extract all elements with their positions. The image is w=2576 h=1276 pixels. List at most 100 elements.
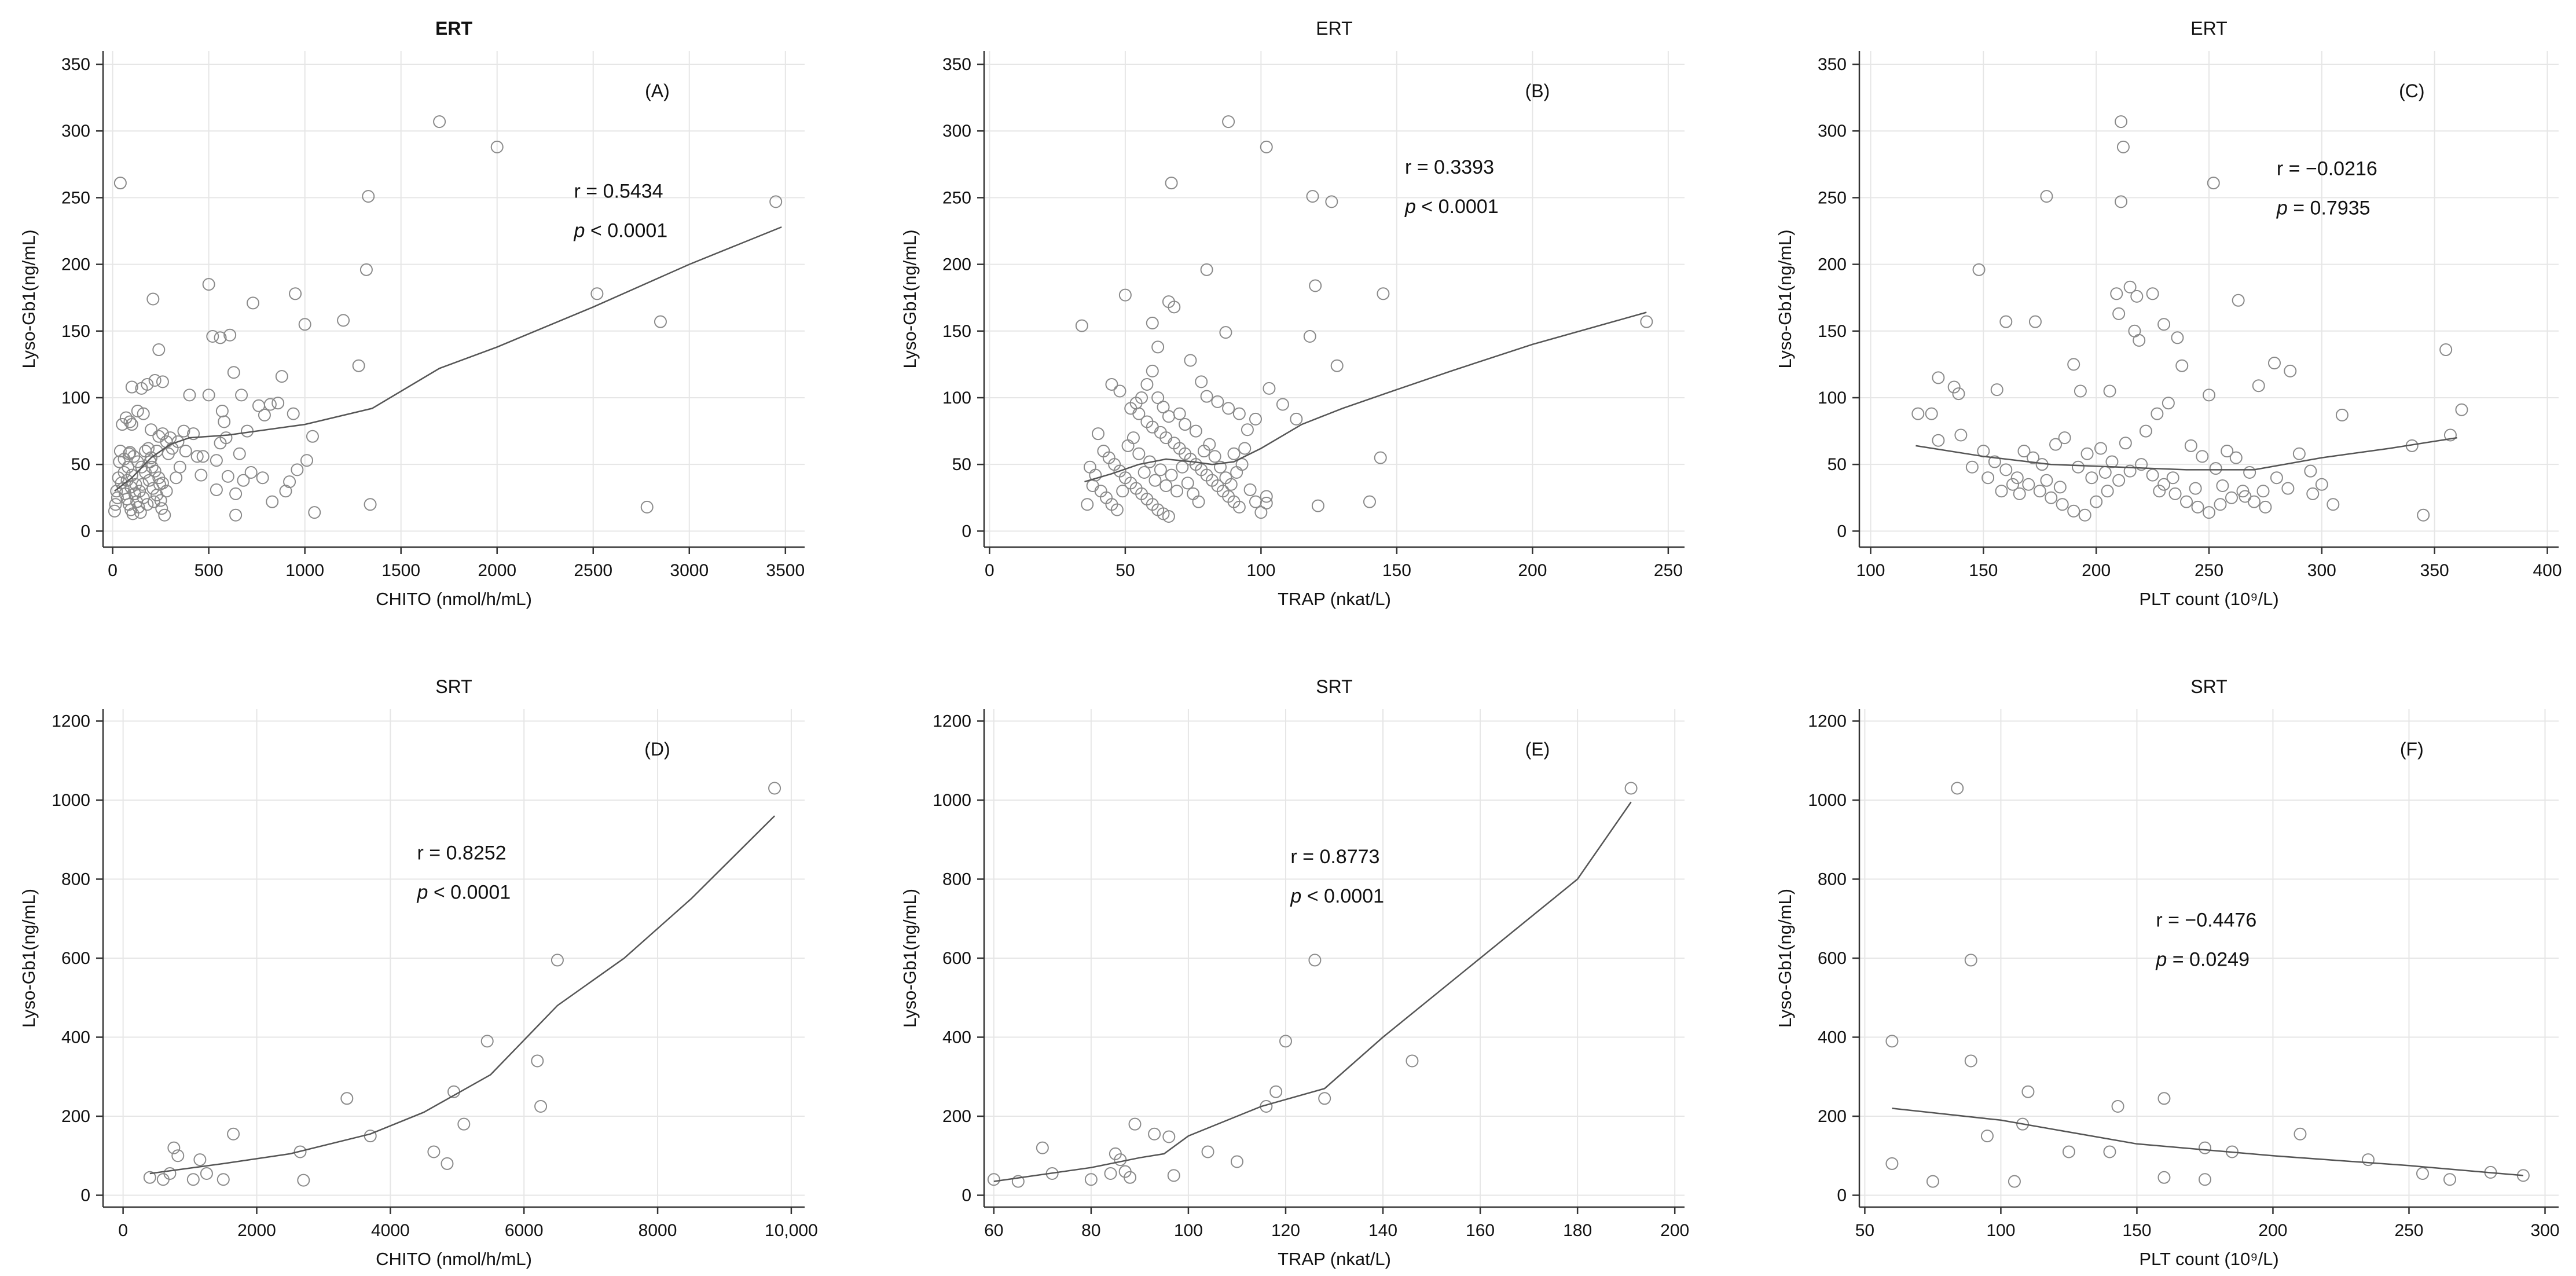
p-value-text: < 0.0001 bbox=[1301, 885, 1384, 907]
data-point bbox=[2105, 455, 2119, 468]
data-point bbox=[1260, 490, 1273, 503]
data-point bbox=[136, 478, 149, 491]
data-point bbox=[2270, 471, 2283, 485]
data-point bbox=[362, 190, 375, 203]
data-point bbox=[2198, 1141, 2211, 1154]
data-point bbox=[1363, 495, 1376, 508]
data-point bbox=[111, 491, 124, 504]
data-point bbox=[337, 314, 350, 327]
data-point bbox=[1157, 401, 1170, 414]
data-point bbox=[2016, 1117, 2030, 1131]
data-point bbox=[2080, 447, 2094, 460]
data-point bbox=[457, 1117, 471, 1131]
y-tick-label: 400 bbox=[942, 1028, 971, 1047]
y-tick-label: 1200 bbox=[1808, 712, 1847, 731]
x-tick-label: 180 bbox=[1563, 1221, 1592, 1240]
x-tick-label: 1000 bbox=[285, 561, 324, 580]
data-point bbox=[1184, 354, 1197, 367]
data-point bbox=[1219, 326, 1232, 339]
chart-title: ERT bbox=[2190, 18, 2227, 39]
data-point bbox=[122, 447, 135, 460]
data-point bbox=[1980, 1130, 1994, 1143]
data-point bbox=[118, 465, 131, 479]
data-point bbox=[2207, 177, 2220, 190]
data-point bbox=[1235, 458, 1249, 471]
p-value-text: < 0.0001 bbox=[1416, 196, 1499, 218]
x-tick-label: 50 bbox=[1115, 561, 1135, 580]
data-point bbox=[153, 478, 166, 491]
chart-title: SRT bbox=[435, 676, 472, 697]
data-point bbox=[142, 442, 155, 455]
data-point bbox=[1964, 1054, 1977, 1068]
data-point bbox=[2443, 428, 2457, 442]
data-point bbox=[179, 445, 192, 458]
data-point bbox=[235, 388, 248, 402]
data-point bbox=[1954, 428, 1968, 442]
data-point bbox=[590, 287, 604, 300]
data-point bbox=[1091, 427, 1104, 441]
data-point bbox=[2153, 485, 2166, 498]
data-point bbox=[131, 405, 144, 418]
x-tick-label: 4000 bbox=[371, 1221, 410, 1240]
chart-title: ERT bbox=[1316, 18, 1352, 39]
data-point bbox=[1126, 431, 1140, 445]
data-point bbox=[2021, 1085, 2035, 1098]
data-point bbox=[1200, 263, 1213, 276]
data-point bbox=[132, 500, 145, 514]
y-tick-label: 150 bbox=[942, 322, 971, 341]
data-point bbox=[214, 437, 227, 450]
data-point bbox=[1154, 463, 1167, 476]
data-point bbox=[116, 418, 129, 431]
data-point bbox=[1104, 1167, 1117, 1180]
data-point bbox=[2101, 485, 2114, 498]
data-point bbox=[1232, 407, 1246, 420]
x-tick-label: 300 bbox=[2530, 1221, 2559, 1240]
y-tick-label: 300 bbox=[61, 122, 90, 141]
correlation-r: r = 0.8773 bbox=[1290, 846, 1379, 868]
data-point bbox=[2232, 294, 2245, 307]
y-axis-label: Lyso-Gb1(ng/mL) bbox=[19, 229, 39, 368]
data-point bbox=[300, 454, 313, 467]
data-point bbox=[2198, 1173, 2211, 1186]
data-point bbox=[293, 1145, 307, 1158]
data-point bbox=[433, 115, 446, 129]
data-point bbox=[1162, 410, 1175, 423]
data-point bbox=[1113, 384, 1126, 398]
data-point bbox=[1083, 460, 1096, 474]
data-point bbox=[1303, 330, 1316, 343]
data-point bbox=[1148, 1127, 1161, 1141]
data-point bbox=[2252, 379, 2265, 393]
y-tick-label: 250 bbox=[1818, 188, 1847, 207]
data-point bbox=[1105, 377, 1118, 391]
data-point bbox=[1995, 485, 2008, 498]
data-point bbox=[1094, 485, 1107, 498]
data-point bbox=[531, 1054, 544, 1068]
data-point bbox=[2157, 478, 2171, 491]
data-point bbox=[1195, 375, 1208, 388]
data-point bbox=[2281, 482, 2295, 495]
data-point bbox=[1208, 450, 1221, 463]
x-tick-label: 500 bbox=[195, 561, 223, 580]
y-tick-label: 0 bbox=[80, 522, 90, 541]
data-point bbox=[148, 374, 162, 387]
data-point bbox=[291, 463, 304, 476]
y-tick-label: 0 bbox=[80, 1186, 90, 1205]
data-point bbox=[2074, 384, 2087, 398]
data-point bbox=[1124, 1171, 1137, 1184]
y-tick-label: 400 bbox=[61, 1028, 90, 1047]
chart-panel-6: 50 100 150 200 250 300 0 200 400 600 800 1000 1200 SR… bbox=[1775, 676, 2560, 1269]
data-point bbox=[1965, 460, 1979, 474]
y-tick-label: 1000 bbox=[1808, 791, 1847, 810]
data-point bbox=[1241, 423, 1254, 437]
data-point bbox=[1406, 1054, 1419, 1068]
data-point bbox=[1999, 315, 2013, 328]
data-point bbox=[2284, 364, 2297, 377]
correlation-r: r = −0.0216 bbox=[2277, 157, 2377, 179]
data-point bbox=[2151, 407, 2164, 420]
data-point bbox=[1311, 499, 1324, 512]
data-point bbox=[1214, 460, 1227, 474]
p-value-text: < 0.0001 bbox=[428, 881, 511, 903]
data-point bbox=[1263, 382, 1276, 395]
data-point bbox=[1947, 380, 1961, 394]
data-point bbox=[173, 460, 186, 474]
